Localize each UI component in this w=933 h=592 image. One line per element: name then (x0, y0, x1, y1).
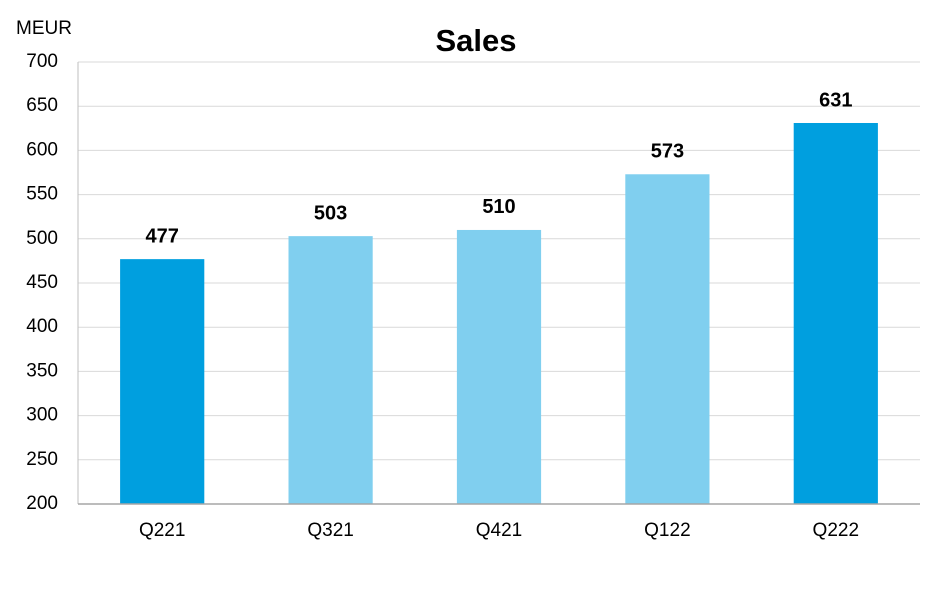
x-tick-label: Q321 (307, 520, 353, 541)
y-axis-label: MEUR (16, 18, 72, 39)
y-tick-label: 700 (26, 51, 58, 72)
x-tick-label: Q221 (139, 520, 185, 541)
y-tick-label: 550 (26, 184, 58, 205)
bar (120, 259, 205, 504)
y-tick-label: 450 (26, 272, 58, 293)
y-tick-label: 600 (26, 139, 58, 160)
data-label: 510 (482, 196, 515, 218)
y-tick-label: 300 (26, 405, 58, 426)
bar (793, 122, 878, 504)
data-label: 477 (146, 225, 179, 247)
y-tick-label: 400 (26, 316, 58, 337)
y-tick-label: 650 (26, 95, 58, 116)
data-label: 631 (819, 89, 852, 111)
bar (288, 236, 373, 504)
x-tick-label: Q421 (476, 520, 522, 541)
y-tick-label: 250 (26, 449, 58, 470)
chart-title: Sales (435, 23, 516, 58)
x-tick-label: Q222 (813, 520, 859, 541)
data-label: 503 (314, 202, 347, 224)
y-tick-label: 350 (26, 360, 58, 381)
y-tick-label: 500 (26, 228, 58, 249)
data-label: 573 (651, 141, 684, 163)
y-tick-label: 200 (26, 493, 58, 514)
bar (625, 174, 710, 504)
x-tick-label: Q122 (644, 520, 690, 541)
bar (456, 229, 542, 504)
